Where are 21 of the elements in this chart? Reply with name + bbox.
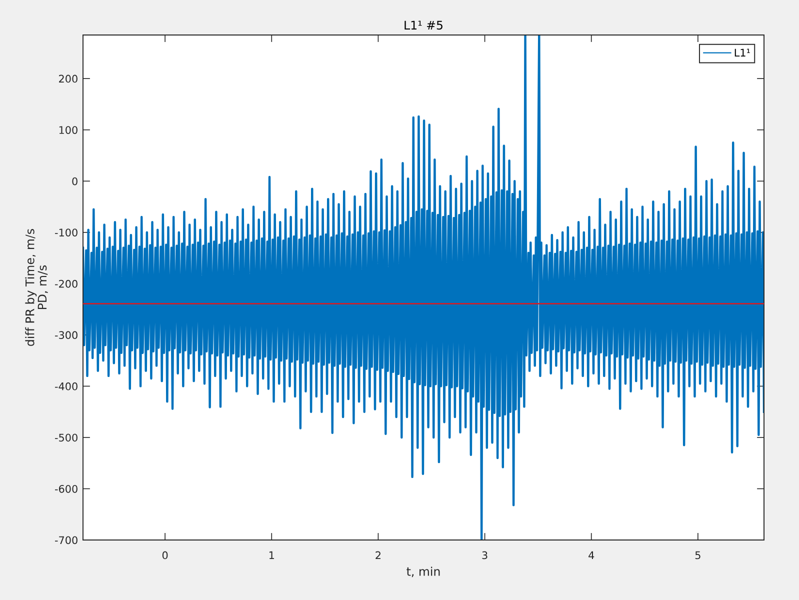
line-series (83, 35, 764, 540)
y-tick-label: 0 (72, 177, 78, 186)
x-axis-title: t, min (406, 566, 440, 578)
y-tick-label: -200 (55, 280, 78, 288)
x-tick-label: 1 (269, 551, 274, 560)
x-tick-label: 3 (482, 551, 488, 560)
x-tick-label: 4 (588, 551, 594, 560)
y-axis-title: diff PR by Time, m/s PD, m/s (25, 228, 48, 346)
chart-title: L1¹ #5 (404, 20, 442, 30)
y-tick-label: 200 (59, 74, 78, 83)
x-tick-label: 2 (376, 551, 380, 560)
y-tick-label: -700 (55, 536, 78, 544)
legend-label: L1¹ (734, 48, 750, 56)
y-tick-label: -500 (55, 434, 78, 442)
x-tick-label: 0 (162, 551, 168, 560)
y-tick-label: -400 (55, 382, 78, 390)
y-tick-label: -600 (55, 484, 78, 493)
y-tick-label: -100 (55, 228, 78, 236)
y-tick-label: 100 (59, 126, 78, 134)
x-tick-label: 5 (695, 551, 700, 560)
y-tick-label: -300 (55, 331, 78, 340)
